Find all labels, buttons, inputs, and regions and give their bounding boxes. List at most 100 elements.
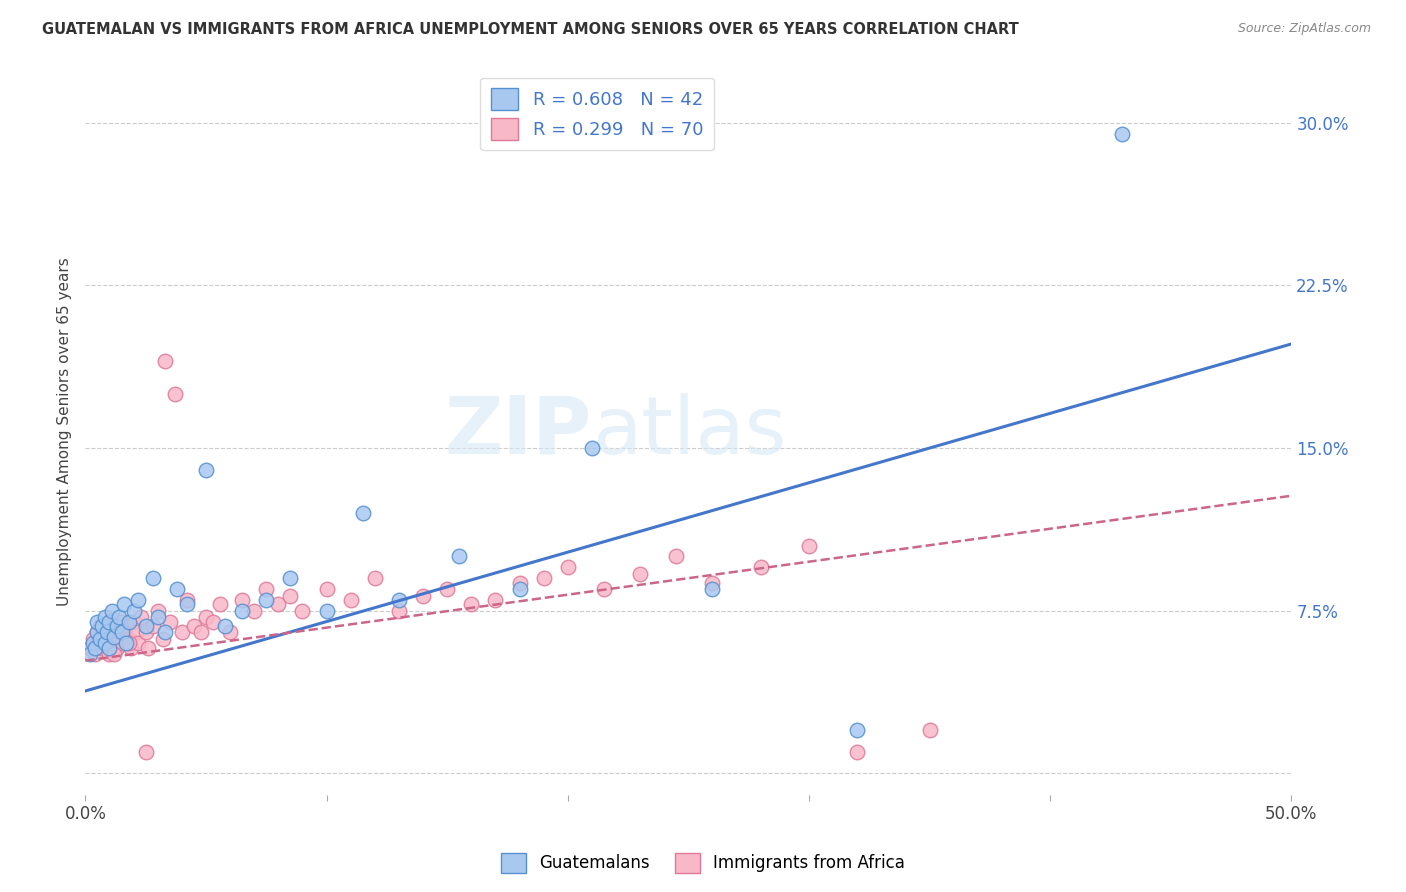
- Point: [352, 506, 374, 520]
- Point: [118, 615, 141, 629]
- Point: [96, 636, 118, 650]
- Point: [82, 636, 104, 650]
- Point: [79, 647, 101, 661]
- Point: [190, 625, 212, 640]
- Point: [202, 615, 225, 629]
- Point: [665, 549, 688, 564]
- Point: [98, 647, 121, 661]
- Point: [628, 566, 651, 581]
- Point: [105, 619, 128, 633]
- Point: [593, 582, 616, 596]
- Point: [153, 354, 176, 368]
- Point: [846, 745, 869, 759]
- Point: [103, 632, 125, 646]
- Point: [280, 589, 302, 603]
- Text: ZIP: ZIP: [444, 392, 592, 471]
- Point: [339, 593, 361, 607]
- Point: [153, 625, 176, 640]
- Y-axis label: Unemployment Among Seniors over 65 years: Unemployment Among Seniors over 65 years: [58, 258, 72, 607]
- Point: [364, 571, 387, 585]
- Point: [86, 625, 108, 640]
- Legend: Guatemalans, Immigrants from Africa: Guatemalans, Immigrants from Africa: [495, 847, 911, 880]
- Point: [166, 582, 188, 596]
- Point: [86, 625, 108, 640]
- Point: [120, 640, 142, 655]
- Point: [315, 582, 337, 596]
- Point: [436, 582, 458, 596]
- Text: Source: ZipAtlas.com: Source: ZipAtlas.com: [1237, 22, 1371, 36]
- Point: [702, 582, 724, 596]
- Point: [581, 441, 603, 455]
- Point: [105, 640, 128, 655]
- Point: [214, 619, 236, 633]
- Point: [412, 589, 434, 603]
- Point: [108, 610, 131, 624]
- Point: [125, 625, 148, 640]
- Point: [115, 636, 138, 650]
- Point: [170, 625, 193, 640]
- Point: [1111, 127, 1133, 141]
- Point: [118, 632, 141, 646]
- Legend: R = 0.608   N = 42, R = 0.299   N = 70: R = 0.608 N = 42, R = 0.299 N = 70: [481, 78, 714, 151]
- Point: [159, 615, 181, 629]
- Point: [122, 615, 145, 629]
- Point: [98, 640, 121, 655]
- Point: [82, 632, 104, 646]
- Point: [176, 593, 198, 607]
- Point: [103, 647, 125, 661]
- Point: [797, 539, 820, 553]
- Point: [135, 619, 157, 633]
- Point: [388, 593, 411, 607]
- Point: [110, 636, 132, 650]
- Point: [484, 593, 506, 607]
- Point: [267, 597, 290, 611]
- Point: [146, 604, 169, 618]
- Point: [176, 597, 198, 611]
- Point: [101, 619, 124, 633]
- Point: [280, 571, 302, 585]
- Point: [84, 647, 107, 661]
- Point: [127, 593, 149, 607]
- Point: [533, 571, 555, 585]
- Point: [91, 619, 114, 633]
- Point: [388, 604, 411, 618]
- Point: [460, 597, 482, 611]
- Point: [194, 463, 217, 477]
- Point: [136, 640, 159, 655]
- Point: [142, 619, 165, 633]
- Point: [112, 625, 135, 640]
- Point: [231, 593, 253, 607]
- Point: [146, 610, 169, 624]
- Point: [918, 723, 941, 737]
- Point: [122, 604, 145, 618]
- Point: [152, 632, 174, 646]
- Point: [93, 619, 115, 633]
- Point: [86, 615, 108, 629]
- Point: [101, 604, 124, 618]
- Point: [219, 625, 242, 640]
- Point: [243, 604, 266, 618]
- Point: [98, 615, 121, 629]
- Point: [112, 597, 135, 611]
- Point: [127, 636, 149, 650]
- Point: [96, 625, 118, 640]
- Point: [209, 597, 232, 611]
- Point: [449, 549, 471, 564]
- Point: [91, 640, 114, 655]
- Point: [89, 619, 111, 633]
- Point: [129, 610, 152, 624]
- Point: [315, 604, 337, 618]
- Point: [749, 560, 772, 574]
- Point: [135, 625, 157, 640]
- Point: [509, 575, 531, 590]
- Point: [93, 636, 115, 650]
- Point: [163, 387, 186, 401]
- Point: [254, 582, 277, 596]
- Point: [89, 632, 111, 646]
- Point: [135, 745, 157, 759]
- Point: [118, 636, 141, 650]
- Point: [291, 604, 314, 618]
- Point: [846, 723, 869, 737]
- Text: GUATEMALAN VS IMMIGRANTS FROM AFRICA UNEMPLOYMENT AMONG SENIORS OVER 65 YEARS CO: GUATEMALAN VS IMMIGRANTS FROM AFRICA UNE…: [42, 22, 1019, 37]
- Point: [110, 615, 132, 629]
